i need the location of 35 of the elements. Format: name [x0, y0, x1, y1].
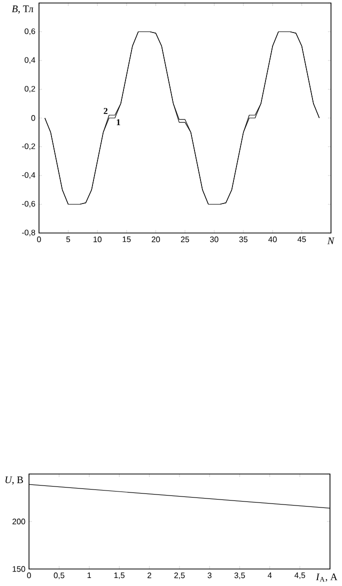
x-tick-label: 3 — [208, 572, 212, 578]
x-axis-title: N — [327, 238, 335, 244]
y-tick-label: 150 — [12, 566, 26, 572]
x-tick-label: 10 — [94, 236, 102, 242]
y-tick-label: 0,6 — [24, 28, 36, 36]
y-tick-label: 0 — [31, 115, 36, 121]
x-tick-label: 1 — [88, 572, 92, 578]
x-tick-label: 15 — [122, 236, 131, 242]
x-tick-label: 45 — [298, 236, 306, 242]
x-tick-label: 3,5 — [234, 572, 245, 580]
x-tick-label: 4 — [268, 572, 272, 578]
y-axis-title: U, В — [6, 476, 23, 485]
x-tick-label: 30 — [210, 236, 218, 242]
y-tick-label: -0,2 — [22, 143, 36, 150]
x-tick-label: 1,5 — [114, 572, 125, 580]
y-tick-label: 0,2 — [24, 86, 36, 93]
x-axis-title: I$_{А}$, А — [316, 574, 338, 582]
x-tick-label: 5 — [66, 236, 70, 242]
y-tick-label: 200 — [12, 518, 26, 524]
y-tick-label: 0,4 — [24, 57, 36, 64]
y-tick-label: -0,4 — [22, 172, 36, 179]
x-tick-label: 0,5 — [54, 572, 64, 580]
x-tick-label: 35 — [239, 236, 248, 242]
x-tick-label: 40 — [268, 236, 277, 242]
y-axis-title: B, Тл — [12, 6, 34, 14]
y-tick-label: -0,8 — [22, 230, 36, 236]
x-tick-label: 25 — [180, 236, 190, 242]
series-label: 2 — [104, 108, 108, 114]
y-tick-label: -0,6 — [22, 200, 36, 208]
x-tick-label: 4,5 — [294, 572, 306, 580]
x-tick-label: 20 — [152, 236, 160, 242]
x-tick-label: 2,5 — [174, 572, 185, 580]
series-label: 1 — [116, 119, 120, 126]
x-tick-label: 2 — [148, 572, 152, 578]
x-tick-label: 0 — [37, 236, 41, 242]
